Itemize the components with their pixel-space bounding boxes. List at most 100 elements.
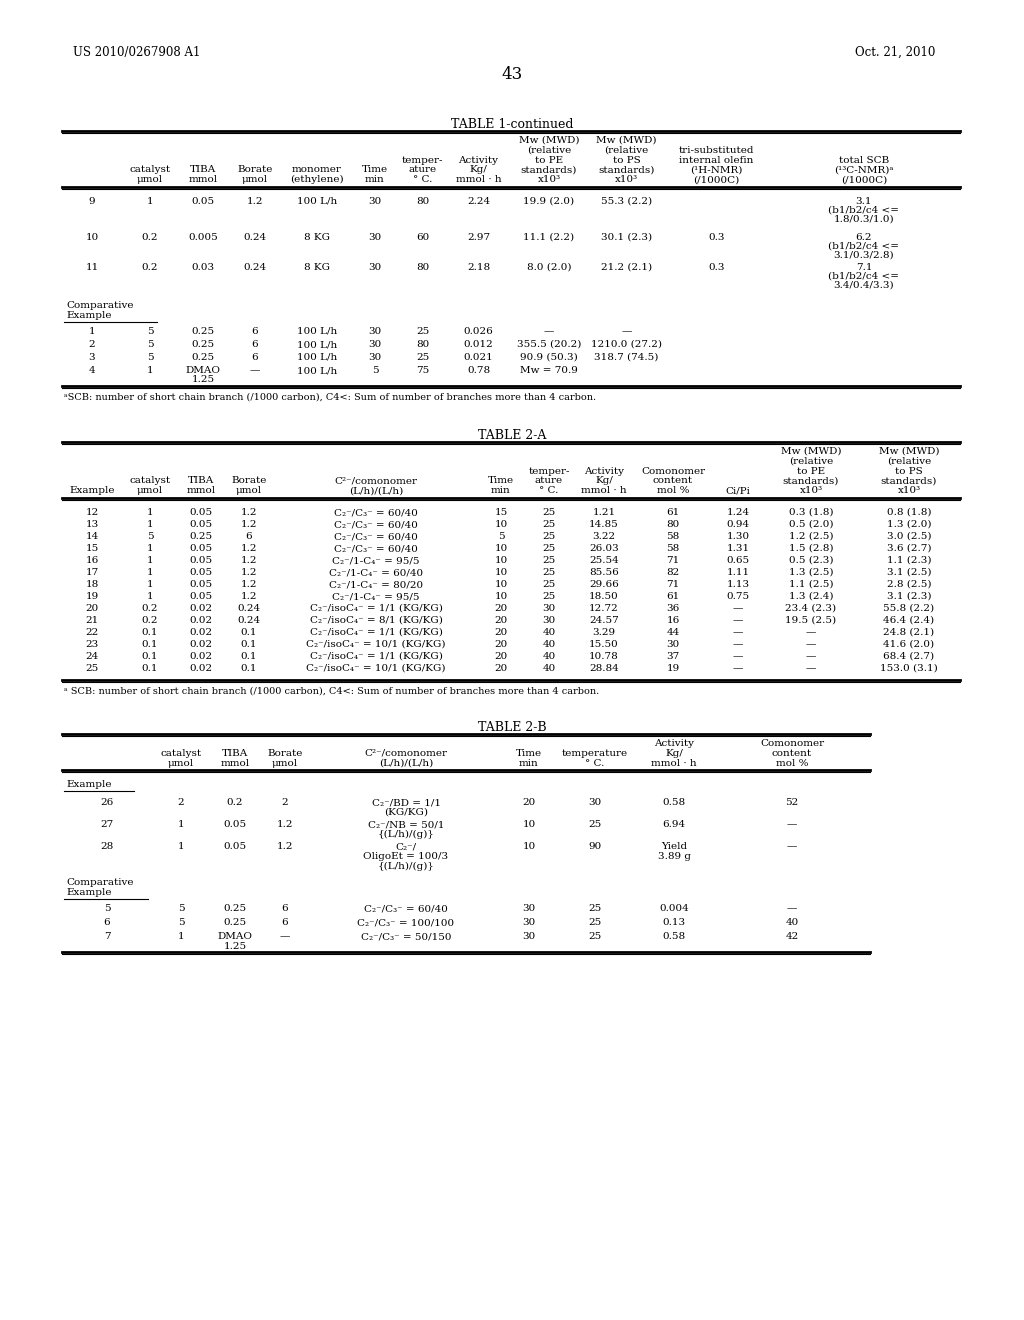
Text: 80: 80 xyxy=(667,520,680,529)
Text: 0.1: 0.1 xyxy=(241,628,257,638)
Text: 5: 5 xyxy=(146,532,154,541)
Text: 58: 58 xyxy=(667,544,680,553)
Text: 14: 14 xyxy=(85,532,98,541)
Text: 10: 10 xyxy=(85,234,98,242)
Text: C₂⁻/isoC₄⁻ = 10/1 (KG/KG): C₂⁻/isoC₄⁻ = 10/1 (KG/KG) xyxy=(306,664,445,673)
Text: catalyst: catalyst xyxy=(129,477,171,486)
Text: 19: 19 xyxy=(667,664,680,673)
Text: Time: Time xyxy=(516,748,542,758)
Text: 100 L/h: 100 L/h xyxy=(297,197,337,206)
Text: ature: ature xyxy=(535,477,563,486)
Text: —: — xyxy=(806,640,816,649)
Text: 0.2: 0.2 xyxy=(141,616,159,624)
Text: content: content xyxy=(772,748,812,758)
Text: Borate: Borate xyxy=(267,748,303,758)
Text: 21: 21 xyxy=(85,616,98,624)
Text: 44: 44 xyxy=(667,628,680,638)
Text: 25: 25 xyxy=(589,932,602,941)
Text: C₂⁻/C₃⁻ = 50/150: C₂⁻/C₃⁻ = 50/150 xyxy=(360,932,452,941)
Text: ᵃ SCB: number of short chain branch (/1000 carbon), C4<: Sum of number of branch: ᵃ SCB: number of short chain branch (/10… xyxy=(63,686,599,696)
Text: 1.3 (2.5): 1.3 (2.5) xyxy=(788,568,834,577)
Text: 0.25: 0.25 xyxy=(191,352,215,362)
Text: Example: Example xyxy=(66,312,112,319)
Text: x10³: x10³ xyxy=(800,486,822,495)
Text: 20: 20 xyxy=(495,640,508,649)
Text: ᵃSCB: number of short chain branch (/1000 carbon), C4<: Sum of number of branche: ᵃSCB: number of short chain branch (/100… xyxy=(63,393,596,403)
Text: 25: 25 xyxy=(543,520,556,529)
Text: 7: 7 xyxy=(103,932,111,941)
Text: TABLE 2-A: TABLE 2-A xyxy=(478,429,546,442)
Text: 25: 25 xyxy=(543,579,556,589)
Text: Example: Example xyxy=(70,486,115,495)
Text: 6: 6 xyxy=(252,327,258,337)
Text: 3.0 (2.5): 3.0 (2.5) xyxy=(887,532,931,541)
Text: C₂⁻/isoC₄⁻ = 1/1 (KG/KG): C₂⁻/isoC₄⁻ = 1/1 (KG/KG) xyxy=(309,652,442,661)
Text: 41.6 (2.0): 41.6 (2.0) xyxy=(884,640,935,649)
Text: 90.9 (50.3): 90.9 (50.3) xyxy=(520,352,578,362)
Text: C₂⁻/1-C₄⁻ = 80/20: C₂⁻/1-C₄⁻ = 80/20 xyxy=(329,579,423,589)
Text: 16: 16 xyxy=(85,556,98,565)
Text: catalyst: catalyst xyxy=(161,748,202,758)
Text: 20: 20 xyxy=(85,605,98,612)
Text: 71: 71 xyxy=(667,556,680,565)
Text: 100 L/h: 100 L/h xyxy=(297,352,337,362)
Text: 40: 40 xyxy=(543,652,556,661)
Text: μmol: μmol xyxy=(272,759,298,768)
Text: 6.94: 6.94 xyxy=(663,821,685,829)
Text: —: — xyxy=(786,904,798,913)
Text: content: content xyxy=(653,477,693,486)
Text: 3.22: 3.22 xyxy=(593,532,615,541)
Text: 1.2: 1.2 xyxy=(276,821,293,829)
Text: 1.5 (2.8): 1.5 (2.8) xyxy=(788,544,834,553)
Text: 6: 6 xyxy=(246,532,252,541)
Text: (/1000C): (/1000C) xyxy=(841,176,887,185)
Text: 25: 25 xyxy=(543,532,556,541)
Text: 0.021: 0.021 xyxy=(464,352,494,362)
Text: 40: 40 xyxy=(543,640,556,649)
Text: (relative: (relative xyxy=(887,457,931,466)
Text: 15: 15 xyxy=(85,544,98,553)
Text: 10: 10 xyxy=(522,821,536,829)
Text: 40: 40 xyxy=(785,919,799,928)
Text: 8.0 (2.0): 8.0 (2.0) xyxy=(526,263,571,272)
Text: standards): standards) xyxy=(881,477,937,486)
Text: C₂⁻/BD = 1/1: C₂⁻/BD = 1/1 xyxy=(372,799,440,808)
Text: Mw (MWD): Mw (MWD) xyxy=(596,136,656,145)
Text: 20: 20 xyxy=(495,616,508,624)
Text: 9: 9 xyxy=(89,197,95,206)
Text: 19: 19 xyxy=(85,591,98,601)
Text: Ci/Pi: Ci/Pi xyxy=(726,486,751,495)
Text: 1.2: 1.2 xyxy=(241,520,257,529)
Text: 61: 61 xyxy=(667,508,680,517)
Text: 0.2: 0.2 xyxy=(141,234,159,242)
Text: 0.25: 0.25 xyxy=(189,532,213,541)
Text: standards): standards) xyxy=(598,165,654,174)
Text: 3: 3 xyxy=(89,352,95,362)
Text: TABLE 2-B: TABLE 2-B xyxy=(477,721,547,734)
Text: 26.03: 26.03 xyxy=(589,544,618,553)
Text: 3.1/0.3/2.8): 3.1/0.3/2.8) xyxy=(834,251,894,260)
Text: 7.1: 7.1 xyxy=(856,263,872,272)
Text: 42: 42 xyxy=(785,932,799,941)
Text: 10: 10 xyxy=(495,544,508,553)
Text: ° C.: ° C. xyxy=(413,176,432,185)
Text: 1210.0 (27.2): 1210.0 (27.2) xyxy=(591,341,662,348)
Text: 20: 20 xyxy=(495,605,508,612)
Text: 0.2: 0.2 xyxy=(141,263,159,272)
Text: 20: 20 xyxy=(495,628,508,638)
Text: (KG/KG): (KG/KG) xyxy=(384,808,428,817)
Text: —: — xyxy=(786,842,798,851)
Text: mmol: mmol xyxy=(186,486,216,495)
Text: 29.66: 29.66 xyxy=(589,579,618,589)
Text: 55.3 (2.2): 55.3 (2.2) xyxy=(601,197,652,206)
Text: C₂⁻/1-C₄⁻ = 95/5: C₂⁻/1-C₄⁻ = 95/5 xyxy=(332,591,420,601)
Text: 24.8 (2.1): 24.8 (2.1) xyxy=(884,628,935,638)
Text: (L/h)/(L/h): (L/h)/(L/h) xyxy=(379,759,433,768)
Text: —: — xyxy=(733,664,743,673)
Text: 3.89 g: 3.89 g xyxy=(657,851,690,861)
Text: Activity: Activity xyxy=(654,739,694,748)
Text: 10: 10 xyxy=(495,579,508,589)
Text: 26: 26 xyxy=(100,799,114,808)
Text: 19.5 (2.5): 19.5 (2.5) xyxy=(785,616,837,624)
Text: 60: 60 xyxy=(416,234,429,242)
